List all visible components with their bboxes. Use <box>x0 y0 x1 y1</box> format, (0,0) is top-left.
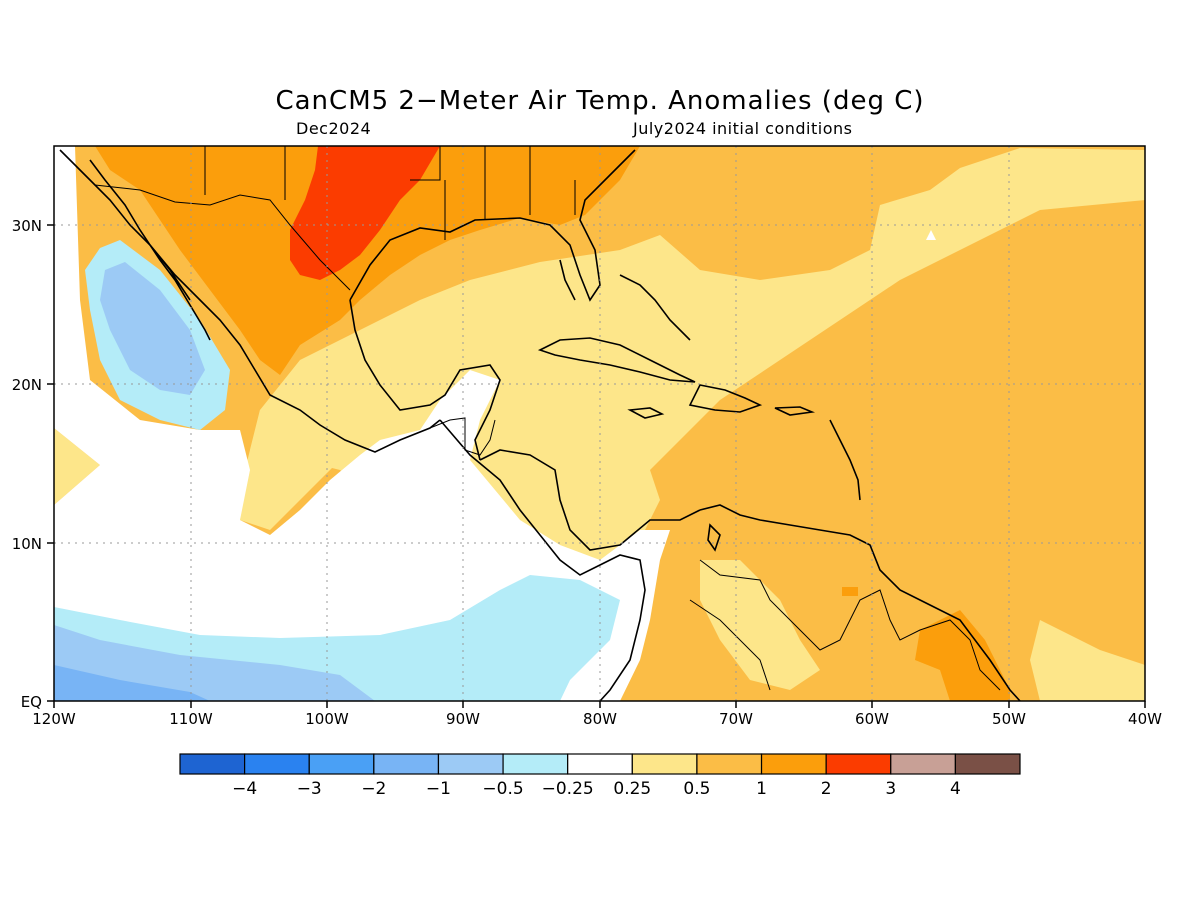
colorbar-swatch <box>696 753 763 775</box>
colorbar-swatch <box>308 753 375 775</box>
colorbar-swatch <box>502 753 569 775</box>
coastline-bahamas <box>619 274 691 341</box>
coastline-hispaniola <box>688 384 763 413</box>
region-pale-yellow-west <box>54 428 100 505</box>
coastline-mexico-pacific <box>59 149 441 453</box>
coastline-south-america-north <box>699 504 1021 701</box>
colorbar-swatch <box>954 753 1021 775</box>
region-red-texas <box>290 146 440 280</box>
lon-tick-label: 50W <box>992 710 1026 728</box>
colorbar-label: −2 <box>361 779 386 799</box>
colorbar-swatch <box>437 753 504 775</box>
lat-tick-label: 20N <box>12 376 42 394</box>
region-blue-south-pacific <box>54 665 210 701</box>
border-us-states <box>204 146 576 240</box>
colorbar-label: −0.25 <box>542 779 594 799</box>
colorbar-label: 0.25 <box>613 779 651 799</box>
coastline-jamaica <box>627 407 665 419</box>
coastline-lake-maracaibo <box>707 523 721 552</box>
lat-tick-label: 30N <box>12 217 42 235</box>
border-guatemala-belize <box>429 417 496 456</box>
coastline-antilles <box>829 419 861 501</box>
region-orange-spot <box>842 587 858 596</box>
colorbar-label: 2 <box>821 779 832 799</box>
coastline-baja <box>89 159 211 341</box>
valid-period-label: Dec2024 <box>296 119 372 138</box>
axis-ticks <box>47 224 1146 708</box>
colorbar: −4 −3 −2 −1 −0.5 −0.25 0.25 0.5 1 2 3 4 <box>179 753 1021 799</box>
region-lightblue-baja <box>100 262 205 395</box>
lon-tick-label: 120W <box>32 710 76 728</box>
lon-tick-label: 60W <box>855 710 889 728</box>
border-us-mexico <box>94 184 351 291</box>
coastline-florida-keys <box>559 259 576 301</box>
region-neutral-pacific <box>54 146 670 701</box>
lon-tick-label: 110W <box>169 710 213 728</box>
coastline-mexico-gulf <box>349 299 501 461</box>
colorbar-swatch <box>890 753 956 775</box>
colorbar-label: −1 <box>426 779 451 799</box>
colorbar-swatch <box>567 753 633 775</box>
colorbar-swatch <box>373 753 440 775</box>
coastline-puerto-rico <box>774 406 816 416</box>
anomaly-field <box>54 146 1145 701</box>
lon-tick-label: 70W <box>719 710 753 728</box>
colorbar-label: −0.5 <box>482 779 523 799</box>
region-pale-yellow-east <box>1030 620 1145 701</box>
political-borders <box>94 146 1001 691</box>
region-orange-guianas <box>915 610 1010 701</box>
latitude-labels: 30N 20N 10N EQ <box>12 217 42 711</box>
lon-tick-label: 80W <box>583 710 617 728</box>
colorbar-label: 3 <box>885 779 896 799</box>
initial-conditions-label: July2024 initial conditions <box>633 119 853 138</box>
colorbar-swatch <box>825 753 892 775</box>
chart-title: CanCM5 2−Meter Air Temp. Anomalies (deg … <box>275 86 925 116</box>
lon-tick-label: 100W <box>305 710 349 728</box>
longitude-labels: 120W 110W 100W 90W 80W 70W 60W 50W 40W <box>32 710 1162 728</box>
region-pale-yellow-southamerica <box>700 560 820 690</box>
region-lightblue-south-pacific <box>54 625 375 701</box>
colorbar-label: 1 <box>756 779 767 799</box>
colorbar-swatch <box>244 753 310 775</box>
colorbar-label: −4 <box>232 779 257 799</box>
coastline-central-america-caribbean <box>479 449 701 551</box>
colorbar-label: 4 <box>950 779 961 799</box>
colorbar-swatch <box>179 753 246 775</box>
coastline-gulf <box>349 149 636 302</box>
lat-tick-label: 10N <box>12 535 42 553</box>
coastline-central-america <box>439 419 646 701</box>
lon-tick-label: 40W <box>1128 710 1162 728</box>
border-south-america <box>689 559 1001 691</box>
coastlines <box>59 149 1021 701</box>
lon-tick-label: 90W <box>446 710 480 728</box>
lat-tick-label: EQ <box>21 693 42 711</box>
colorbar-label: −3 <box>297 779 322 799</box>
graticule <box>54 146 1145 701</box>
coastline-cuba <box>537 337 696 383</box>
colorbar-swatch <box>631 753 698 775</box>
colorbar-swatch <box>760 753 827 775</box>
colorbar-label: 0.5 <box>683 779 710 799</box>
region-neutral-atlantic-dot <box>926 230 936 240</box>
region-orange-north <box>95 146 640 375</box>
